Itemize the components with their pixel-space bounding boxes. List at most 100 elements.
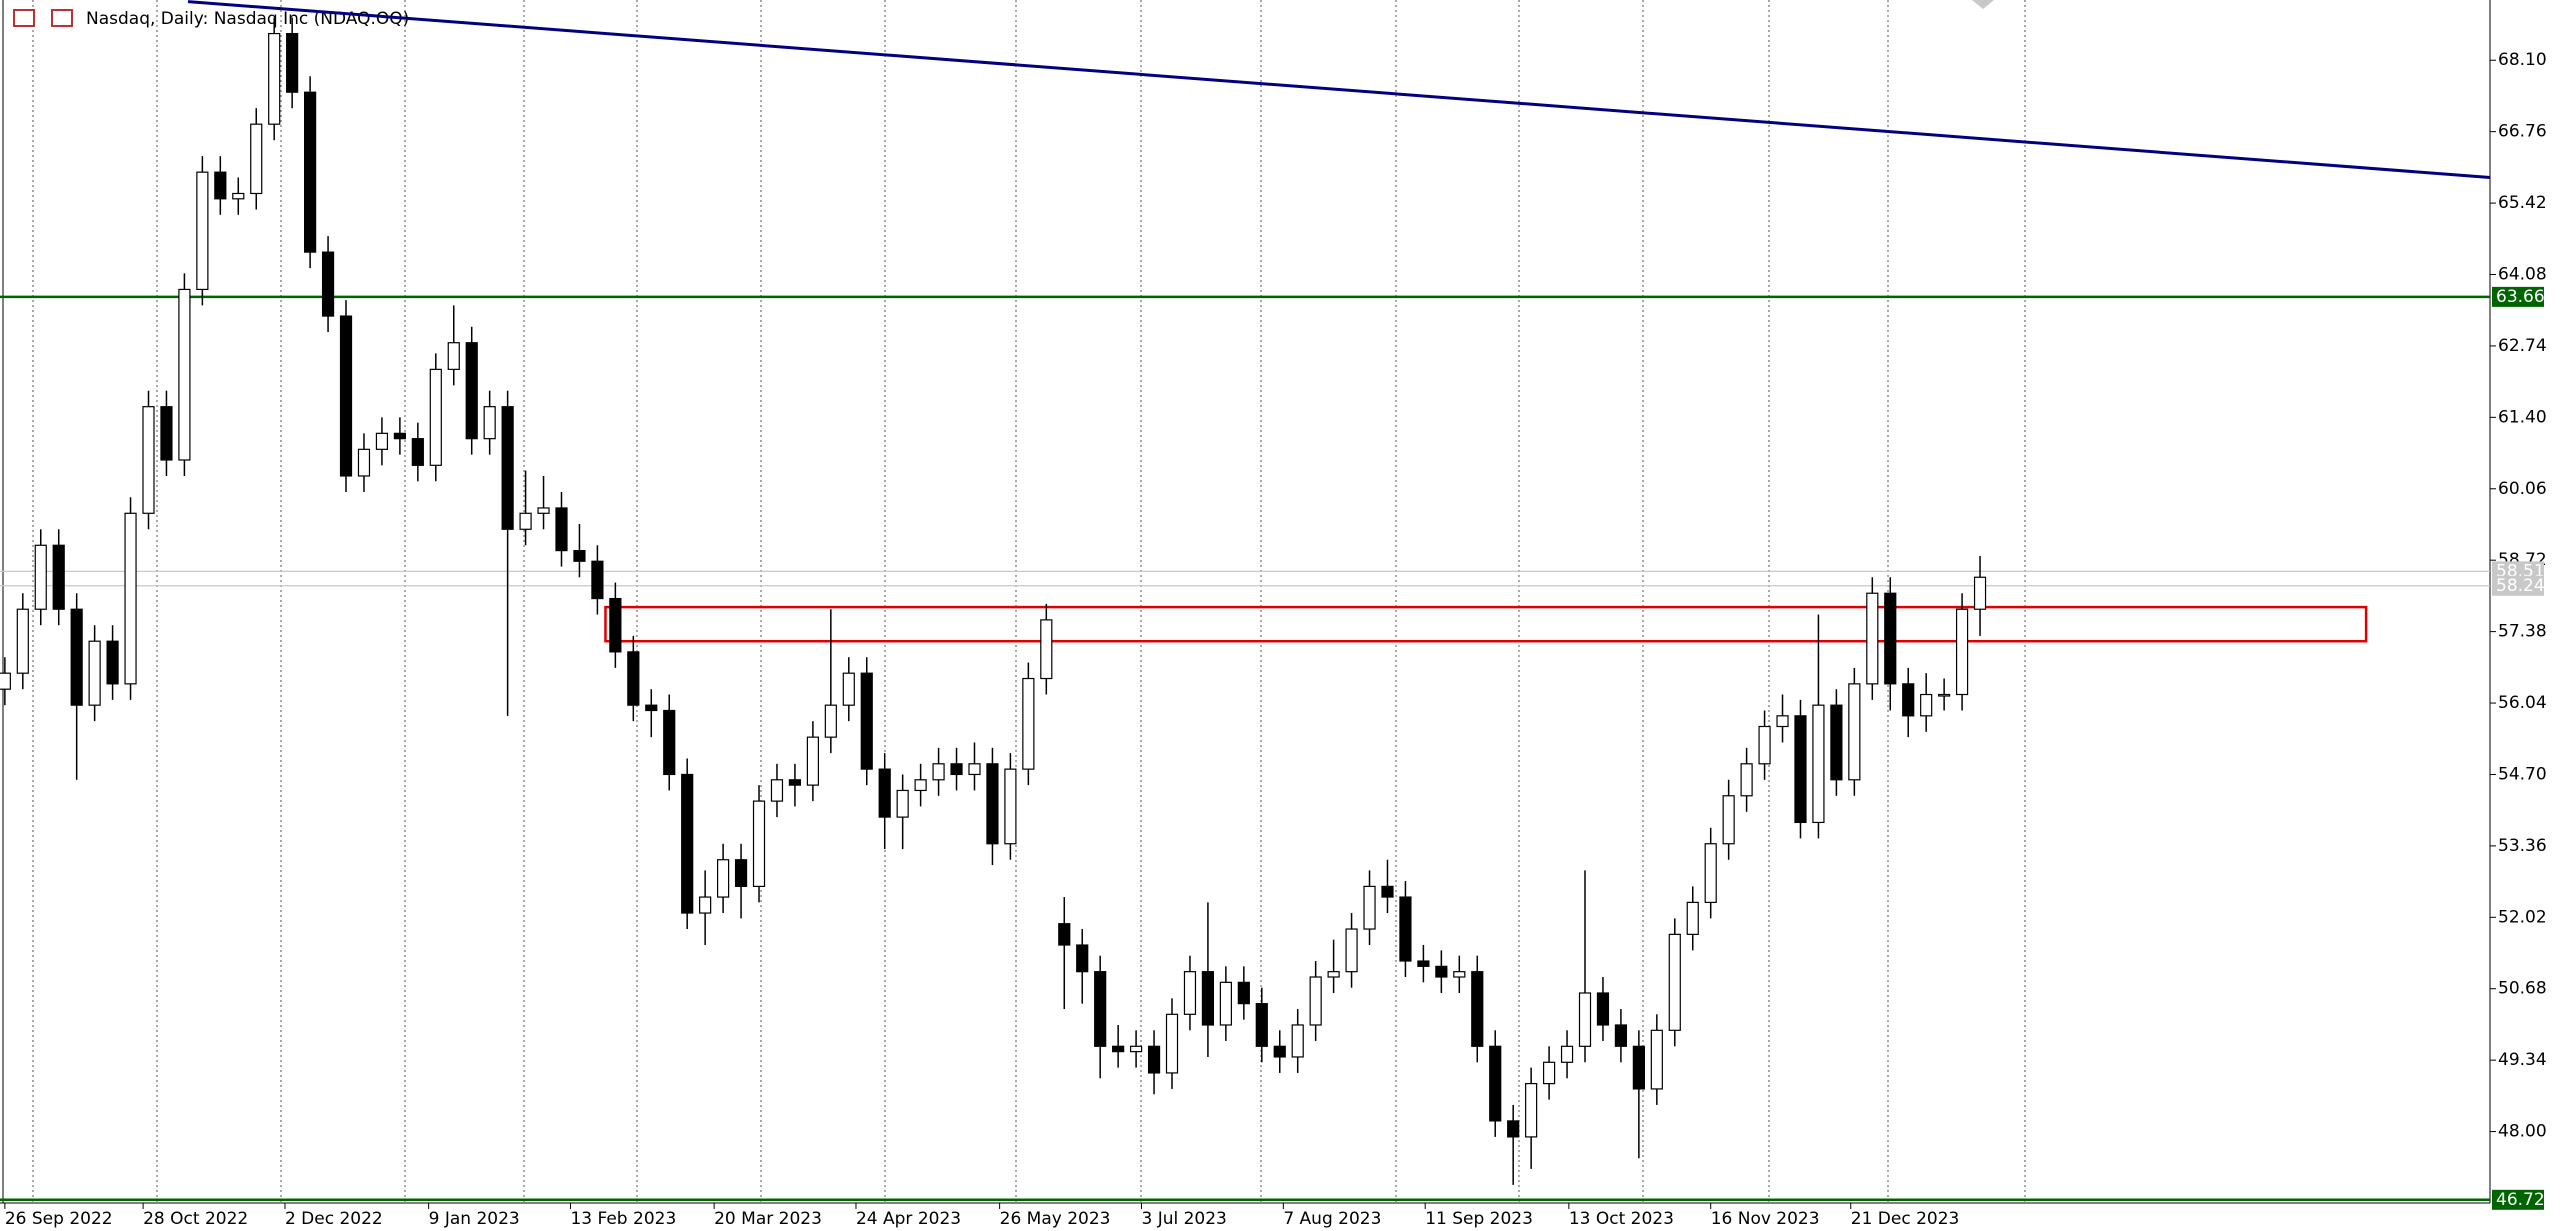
candle-body bbox=[1776, 715, 1789, 728]
y-tick-label: 49.34 bbox=[2498, 1050, 2547, 1070]
y-tick-label: 61.40 bbox=[2498, 407, 2547, 427]
candle-body bbox=[1525, 1083, 1538, 1138]
candle-body bbox=[950, 763, 963, 776]
level-label-box bbox=[2492, 575, 2544, 596]
candle-body bbox=[1794, 715, 1807, 824]
candle-body bbox=[465, 342, 478, 440]
marker bbox=[1972, 0, 1994, 9]
level-label: 46.72 bbox=[2496, 1190, 2545, 1210]
candle-body bbox=[88, 640, 101, 706]
candle-body bbox=[1040, 619, 1053, 680]
candle-body bbox=[1201, 971, 1215, 1026]
level-label-box bbox=[2492, 286, 2544, 307]
candle-body bbox=[555, 507, 568, 552]
candle-body bbox=[304, 91, 317, 253]
candle-body bbox=[842, 672, 855, 706]
candle-body bbox=[1058, 923, 1071, 946]
candle-body bbox=[1129, 1045, 1143, 1053]
candle-body bbox=[1507, 1120, 1520, 1138]
candle-body bbox=[591, 560, 604, 600]
candle-body bbox=[1273, 1045, 1286, 1058]
candle-body bbox=[1004, 768, 1017, 845]
candle-body bbox=[1812, 704, 1825, 824]
y-tick-label: 62.74 bbox=[2498, 336, 2547, 356]
candle-body bbox=[1542, 1061, 1556, 1085]
candle-body bbox=[1704, 843, 1717, 903]
candle-body bbox=[681, 773, 694, 914]
candle-body bbox=[1076, 944, 1089, 973]
zone bbox=[604, 605, 2368, 643]
candle-body bbox=[1560, 1045, 1574, 1063]
candle-body bbox=[1632, 1045, 1645, 1090]
x-tick-label: 13 Oct 2023 bbox=[1569, 1209, 1674, 1229]
y-tick-label: 52.02 bbox=[2498, 907, 2547, 927]
x-tick-label: 26 May 2023 bbox=[1000, 1209, 1111, 1229]
level-label-box bbox=[2492, 1189, 2544, 1210]
candle-body bbox=[124, 512, 137, 685]
x-tick-label: 9 Jan 2023 bbox=[429, 1209, 520, 1229]
candle-body bbox=[1614, 1024, 1628, 1047]
candle-body bbox=[429, 368, 442, 466]
candle-body bbox=[142, 406, 155, 514]
y-tick-label: 57.38 bbox=[2498, 622, 2547, 642]
y-tick-label: 54.70 bbox=[2498, 764, 2547, 784]
x-tick-label: 20 Mar 2023 bbox=[714, 1209, 822, 1229]
y-tick-label: 66.76 bbox=[2498, 122, 2547, 142]
candle-body bbox=[1345, 928, 1358, 973]
candle-body bbox=[932, 763, 945, 781]
candle-body bbox=[806, 736, 819, 786]
candle-body bbox=[1291, 1024, 1304, 1058]
candle-body bbox=[268, 32, 281, 125]
candle-body bbox=[1094, 971, 1107, 1047]
x-tick-label: 2 Dec 2022 bbox=[285, 1209, 383, 1229]
y-tick-label: 64.08 bbox=[2498, 264, 2547, 284]
candle-body bbox=[1237, 981, 1250, 1005]
candle-body bbox=[914, 779, 927, 792]
candle-body bbox=[16, 608, 29, 674]
candle-body bbox=[339, 315, 353, 477]
candle-body bbox=[1381, 885, 1394, 898]
candle-body bbox=[627, 651, 640, 706]
candle-body bbox=[178, 288, 191, 461]
icon bbox=[13, 9, 35, 27]
candle-body bbox=[663, 709, 676, 776]
candle-body bbox=[717, 859, 730, 898]
candle-body bbox=[537, 507, 550, 514]
y-tick-label: 68.10 bbox=[2498, 50, 2547, 70]
candle-body bbox=[1902, 683, 1915, 717]
x-tick-label: 7 Aug 2023 bbox=[1283, 1209, 1381, 1229]
chart-title: Nasdaq, Daily: Nasdaq Inc (NDAQ.OQ) bbox=[86, 9, 409, 29]
candle-body bbox=[609, 597, 622, 653]
candle-body bbox=[1219, 981, 1232, 1026]
candle-body bbox=[411, 438, 424, 466]
candle-body bbox=[770, 779, 784, 802]
level-label: 58.24 bbox=[2496, 576, 2545, 596]
x-tick-label: 24 Apr 2023 bbox=[856, 1209, 961, 1229]
candle-body bbox=[896, 789, 909, 818]
candle-body bbox=[1165, 1013, 1179, 1074]
x-tick-label: 16 Nov 2023 bbox=[1711, 1209, 1820, 1229]
y-tick-label: 48.00 bbox=[2498, 1122, 2547, 1142]
candle-body bbox=[0, 672, 11, 690]
candle-body bbox=[986, 763, 999, 845]
candle-body bbox=[1399, 896, 1412, 962]
candle-body bbox=[1866, 592, 1879, 685]
level-label: 63.66 bbox=[2496, 287, 2545, 307]
trendline bbox=[187, 0, 2491, 179]
candle-body bbox=[1489, 1045, 1502, 1122]
candle-body bbox=[1363, 885, 1376, 930]
candle-body bbox=[1112, 1045, 1125, 1053]
candle-body bbox=[1848, 683, 1861, 781]
candle-body bbox=[447, 342, 460, 370]
y-tick-label: 53.36 bbox=[2498, 836, 2547, 856]
x-tick-label: 21 Dec 2023 bbox=[1851, 1209, 1960, 1229]
candle-body bbox=[321, 251, 335, 317]
candle-body bbox=[788, 779, 802, 786]
y-tick-label: 65.42 bbox=[2498, 193, 2547, 213]
candle-body bbox=[752, 800, 766, 887]
candle-body bbox=[1147, 1045, 1161, 1074]
x-tick-label: 28 Oct 2022 bbox=[143, 1209, 248, 1229]
candle-body bbox=[501, 406, 514, 530]
